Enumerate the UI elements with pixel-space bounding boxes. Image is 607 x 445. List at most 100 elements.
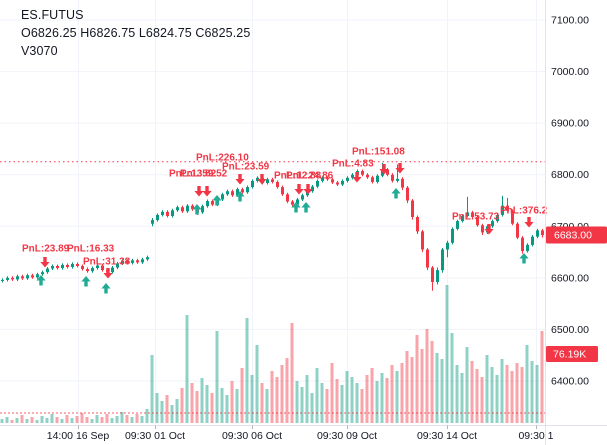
volume-bar	[535, 365, 539, 423]
candle-body	[421, 231, 424, 250]
candle-body	[446, 242, 449, 250]
volume-bar	[165, 395, 169, 423]
candle-body	[266, 179, 269, 183]
volume-bar	[140, 416, 144, 423]
volume-bar	[0, 419, 4, 423]
time-tick-label: 09:30 1	[518, 430, 553, 442]
volume-bar	[335, 379, 339, 423]
buy-marker-icon[interactable]	[36, 275, 46, 286]
volume-bar	[295, 381, 299, 423]
volume-bar	[50, 414, 54, 423]
candle-body	[181, 207, 184, 212]
time-tick-label: 09:30 06 Oct	[222, 430, 282, 442]
volume-bar	[80, 413, 84, 423]
candle-body	[66, 264, 69, 268]
volume-bar	[225, 395, 229, 423]
volume-bar	[235, 389, 239, 423]
candle-body	[151, 220, 154, 224]
volume-bar	[215, 331, 219, 423]
volume-bar	[430, 341, 434, 423]
candle-body	[501, 205, 504, 215]
volume-bar	[365, 375, 369, 423]
candle-body	[536, 230, 539, 237]
buy-marker-icon[interactable]	[291, 202, 301, 213]
volume-bar	[490, 367, 494, 423]
candle-body	[426, 249, 429, 268]
sell-marker-icon[interactable]	[202, 186, 212, 197]
volume-badge-label: 76.19K	[553, 349, 586, 361]
volume-bar	[330, 363, 334, 423]
time-axis[interactable]: 14:00 16 Sep 09:30 01 Oct 09:30 06 Oct 09:3…	[47, 425, 554, 443]
buy-marker-icon[interactable]	[81, 276, 91, 287]
last-price-badge-label: 6683.00	[554, 230, 592, 242]
sell-marker-icon[interactable]	[352, 172, 362, 183]
volume-bar	[20, 415, 24, 423]
pnl-label: PnL:376.2	[500, 206, 548, 217]
sell-marker-icon[interactable]	[194, 186, 204, 197]
candle-body	[521, 237, 524, 252]
sell-marker-icon[interactable]	[103, 268, 113, 279]
sell-marker-icon[interactable]	[294, 184, 304, 195]
candle-body	[121, 260, 124, 264]
time-tick-label: 09:30 09 Oct	[317, 430, 377, 442]
candle-body	[116, 263, 119, 268]
candle-body	[541, 230, 544, 236]
volume-bar	[515, 363, 519, 423]
candle-body	[341, 180, 344, 185]
volume-bar	[500, 359, 504, 423]
candle-body	[326, 177, 329, 180]
sell-marker-icon[interactable]	[379, 164, 389, 175]
volume-bar	[240, 368, 244, 423]
candle-body	[416, 217, 419, 232]
candle-body	[466, 212, 469, 216]
candle-body	[456, 221, 459, 229]
candle-body	[346, 177, 349, 181]
sell-marker-icon[interactable]	[257, 174, 267, 185]
volume-bar	[485, 355, 489, 423]
buy-marker-icon[interactable]	[101, 283, 111, 294]
sell-marker-icon[interactable]	[235, 174, 245, 185]
buy-marker-icon[interactable]	[192, 204, 202, 215]
candle-body	[96, 265, 99, 269]
price-tick-label: 6800.00	[551, 169, 589, 181]
candle-body	[16, 276, 19, 280]
buy-marker-icon[interactable]	[519, 253, 529, 264]
volume-bar	[475, 369, 479, 423]
volume-bar	[305, 375, 309, 423]
candle-body	[76, 263, 79, 266]
volume-bar	[105, 414, 109, 423]
sell-marker-icon[interactable]	[484, 224, 494, 235]
sell-marker-icon[interactable]	[303, 184, 313, 195]
volume-bar	[110, 418, 114, 423]
candle-body	[291, 201, 294, 205]
volume-bar	[25, 419, 29, 423]
buy-marker-icon[interactable]	[212, 195, 222, 206]
sell-marker-icon[interactable]	[40, 257, 50, 268]
pnl-label: PnL:4.83	[332, 159, 374, 170]
candle-body	[371, 177, 374, 182]
candle-body	[321, 177, 324, 181]
volume-bar	[285, 358, 289, 423]
plot-area[interactable]	[0, 161, 545, 423]
buy-marker-icon[interactable]	[391, 188, 401, 199]
buy-marker-icon[interactable]	[235, 191, 245, 202]
candle-body	[11, 277, 14, 280]
price-tick-label: 6500.00	[551, 324, 589, 336]
candle-body	[301, 195, 304, 200]
price-axis[interactable]: 7100.007000.006900.006800.006700.006600.…	[551, 15, 589, 388]
sell-marker-icon[interactable]	[524, 217, 534, 228]
candle-body	[86, 269, 89, 272]
volume-bar	[510, 371, 514, 423]
price-tick-label: 6400.00	[551, 376, 589, 388]
candle-body	[201, 206, 204, 213]
candle-body	[36, 274, 39, 278]
candle-body	[156, 214, 159, 221]
buy-marker-icon[interactable]	[301, 202, 311, 213]
volume-bar	[125, 415, 129, 423]
volume-bar	[10, 420, 14, 423]
volume-bar	[185, 315, 189, 423]
sell-marker-icon[interactable]	[395, 163, 405, 174]
candle-body	[126, 260, 129, 263]
volume-bar	[70, 418, 74, 423]
